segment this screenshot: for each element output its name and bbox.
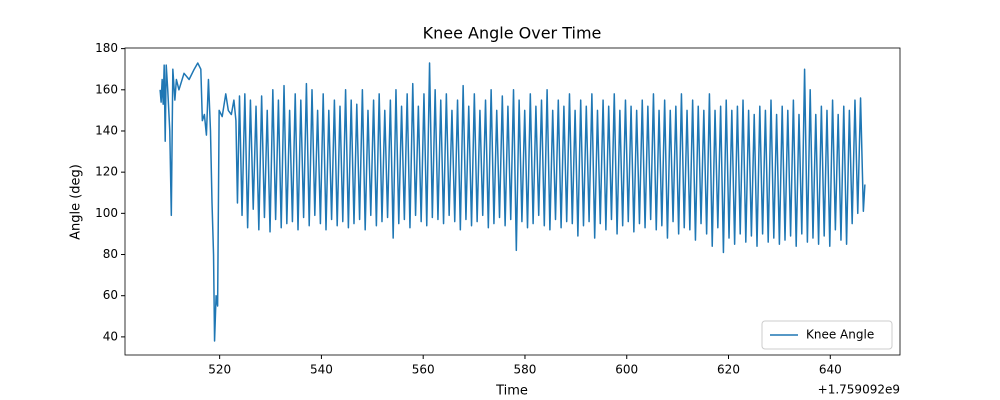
y-tick-label: 160 [95,82,118,96]
chart-title: Knee Angle Over Time [423,24,602,43]
x-tick-label: 620 [717,363,740,377]
x-tick-label: 580 [514,363,537,377]
y-tick-label: 40 [103,329,118,343]
y-tick-label: 60 [103,288,118,302]
legend-box [761,320,893,350]
y-tick-label: 100 [95,206,118,220]
y-axis-label: Angle (deg) [69,164,84,240]
y-tick-label: 80 [103,247,118,261]
x-tick-label: 640 [819,363,842,377]
x-tick-label: 560 [412,363,435,377]
y-tick-label: 140 [95,123,118,137]
x-offset-label: +1.759092e9 [818,383,900,397]
x-tick-label: 540 [310,363,333,377]
y-tick-label: 180 [95,41,118,55]
y-tick-label: 120 [95,165,118,179]
plot-frame [124,47,901,356]
line-series [159,62,866,342]
x-tick-label: 520 [208,363,231,377]
x-tick-label: 600 [615,363,638,377]
legend-label: Knee Angle [806,328,874,342]
x-axis-label: Time [495,384,528,399]
